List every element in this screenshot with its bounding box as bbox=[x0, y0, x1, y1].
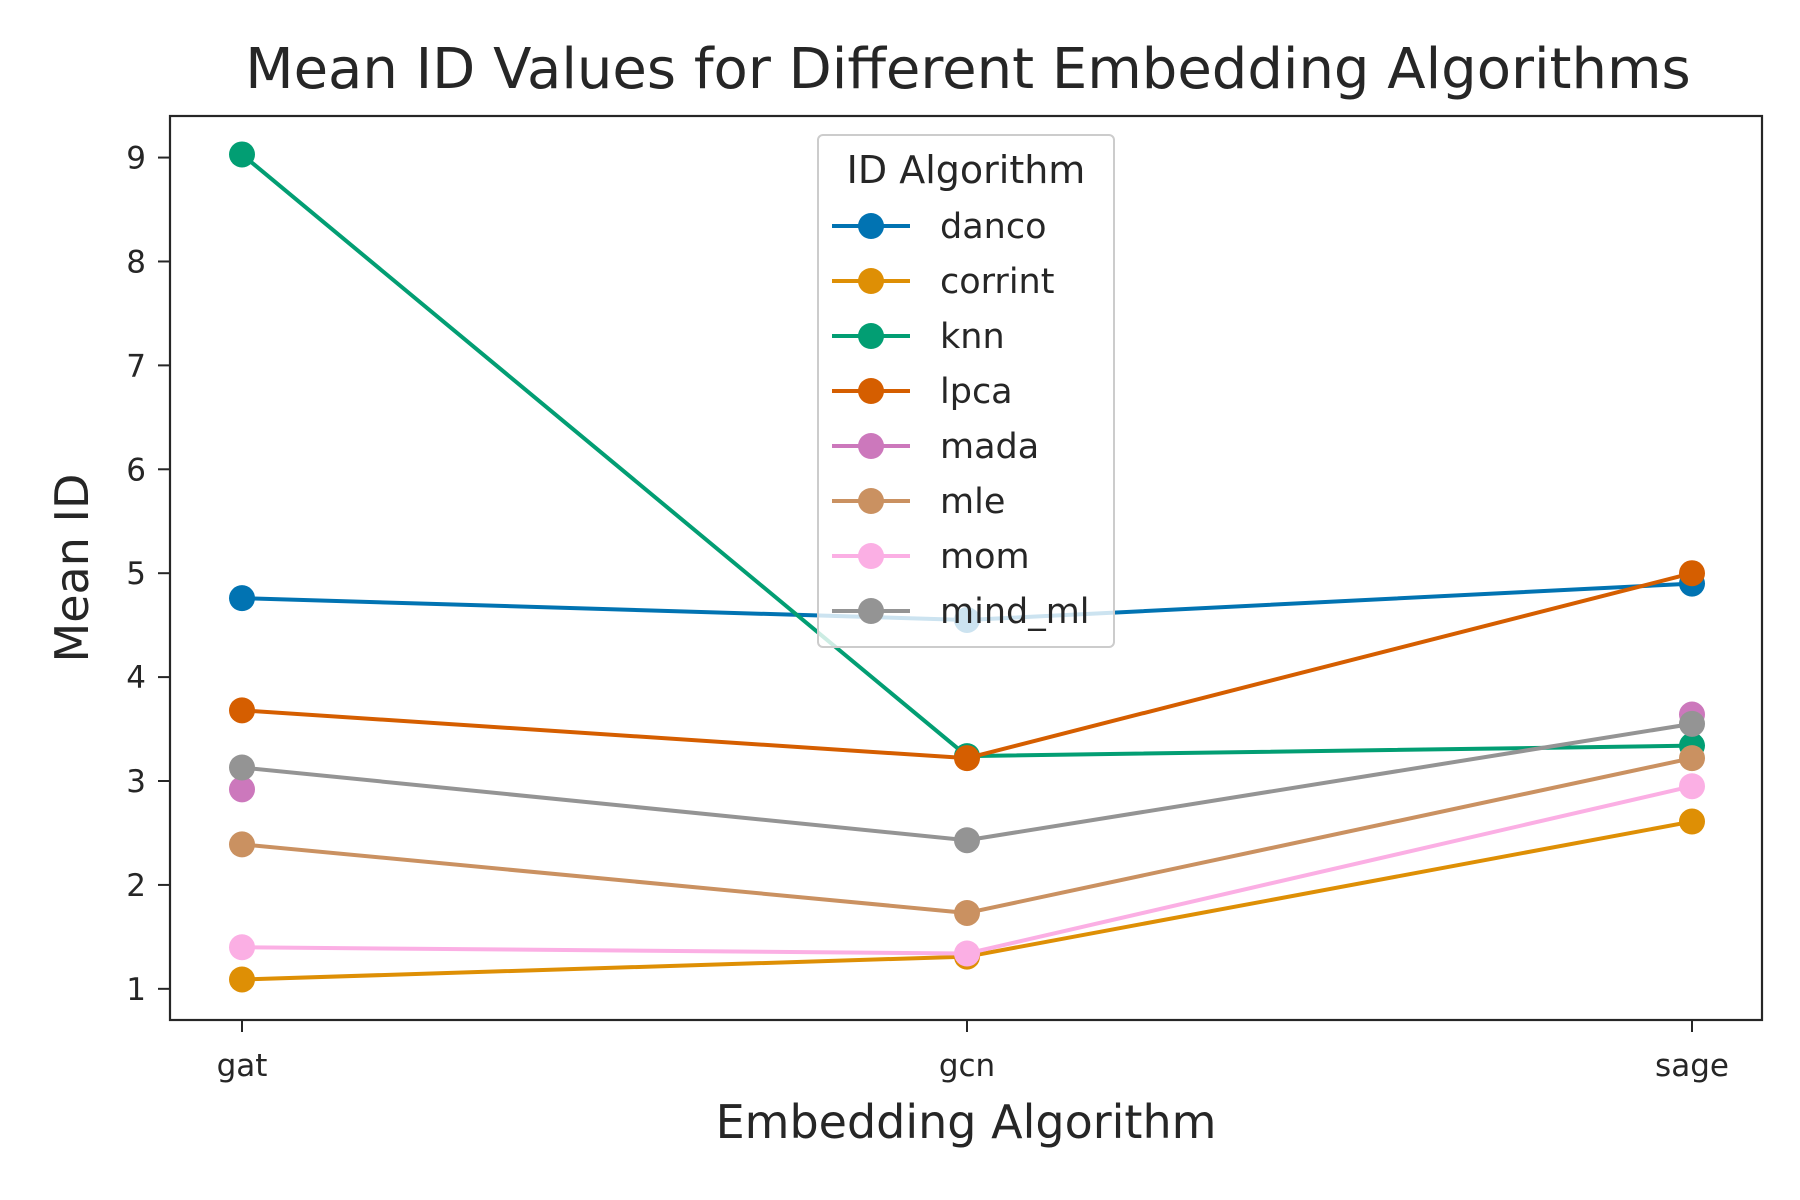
y-tick-label: 6 bbox=[126, 452, 146, 488]
plot-area bbox=[229, 141, 1705, 993]
data-point-mom-gcn bbox=[954, 940, 980, 967]
series-mind_ml bbox=[229, 710, 1705, 854]
data-point-mind_ml-sage bbox=[1679, 710, 1705, 737]
y-tick-label: 4 bbox=[126, 660, 146, 696]
series-mle bbox=[229, 745, 1705, 926]
y-tick-label: 3 bbox=[126, 764, 146, 800]
legend-label: lpca bbox=[940, 372, 1013, 412]
legend-box bbox=[817, 134, 1115, 648]
legend-swatch-marker bbox=[858, 433, 884, 459]
legend-swatch-marker bbox=[858, 543, 884, 569]
data-point-danco-gat bbox=[229, 585, 255, 612]
legend-item-danco: danco bbox=[832, 207, 1047, 247]
legend-item-mom: mom bbox=[832, 537, 1030, 577]
data-point-mle-sage bbox=[1679, 745, 1705, 772]
x-axis-ticks: gat gcn sage bbox=[217, 1020, 1729, 1084]
data-point-mind_ml-gat bbox=[229, 754, 255, 781]
data-point-mom-sage bbox=[1679, 773, 1705, 800]
x-tick-label: gcn bbox=[939, 1048, 995, 1084]
y-axis-ticks: 1 2 3 4 5 6 7 8 9 bbox=[126, 141, 170, 1008]
chart-title: Mean ID Values for Different Embedding A… bbox=[245, 37, 1690, 102]
series-line-mom bbox=[241, 784, 1693, 956]
legend-swatch-marker bbox=[858, 598, 884, 624]
legend-item-mle: mle bbox=[832, 482, 1005, 522]
legend-swatch-marker bbox=[858, 268, 884, 294]
legend-item-knn: knn bbox=[832, 317, 1005, 357]
legend-item-corrint: corrint bbox=[832, 262, 1054, 302]
data-point-mind_ml-gcn bbox=[954, 827, 980, 854]
legend-label: knn bbox=[940, 317, 1005, 357]
legend-item-lpca: lpca bbox=[832, 372, 1013, 412]
legend-label: danco bbox=[940, 207, 1047, 247]
legend-swatch-marker bbox=[858, 378, 884, 404]
x-axis-label: Embedding Algorithm bbox=[716, 1095, 1217, 1149]
series-lpca bbox=[229, 560, 1705, 772]
legend-item-mada: mada bbox=[832, 427, 1039, 467]
data-point-mom-gat bbox=[229, 934, 255, 961]
legend-swatch-marker bbox=[858, 323, 884, 349]
y-tick-label: 8 bbox=[126, 244, 146, 280]
legend-swatch-marker bbox=[858, 488, 884, 514]
legend-label: mom bbox=[940, 537, 1030, 577]
data-point-corrint-gat bbox=[229, 966, 255, 993]
legend-label: corrint bbox=[940, 262, 1054, 302]
data-point-corrint-sage bbox=[1679, 808, 1705, 835]
legend-title: ID Algorithm bbox=[847, 148, 1086, 192]
y-tick-label: 7 bbox=[126, 348, 146, 384]
data-point-lpca-sage bbox=[1679, 560, 1705, 587]
data-point-mle-gcn bbox=[954, 899, 980, 926]
x-tick-label: sage bbox=[1655, 1048, 1729, 1084]
data-point-lpca-gcn bbox=[954, 745, 980, 772]
legend-label: mle bbox=[940, 482, 1005, 522]
data-point-lpca-gat bbox=[229, 697, 255, 724]
data-point-mada-gat bbox=[229, 776, 255, 803]
y-tick-label: 5 bbox=[126, 556, 146, 592]
legend-label: mada bbox=[940, 427, 1039, 467]
data-point-mle-gat bbox=[229, 831, 255, 858]
y-tick-label: 1 bbox=[126, 972, 146, 1008]
y-tick-label: 2 bbox=[126, 868, 146, 904]
legend-item-mind_ml: mind_ml bbox=[832, 592, 1090, 632]
series-line-mind_ml bbox=[241, 721, 1693, 843]
data-point-knn-gat bbox=[229, 141, 255, 168]
y-axis-label: Mean ID bbox=[45, 474, 99, 663]
series-mom bbox=[229, 773, 1705, 967]
legend-label: mind_ml bbox=[940, 592, 1090, 632]
legend-swatch-marker bbox=[858, 213, 884, 239]
y-tick-label: 9 bbox=[126, 141, 146, 177]
x-tick-label: gat bbox=[217, 1048, 268, 1084]
legend: ID Algorithm danco corrint knn lpca mada mle mo… bbox=[817, 134, 1115, 648]
